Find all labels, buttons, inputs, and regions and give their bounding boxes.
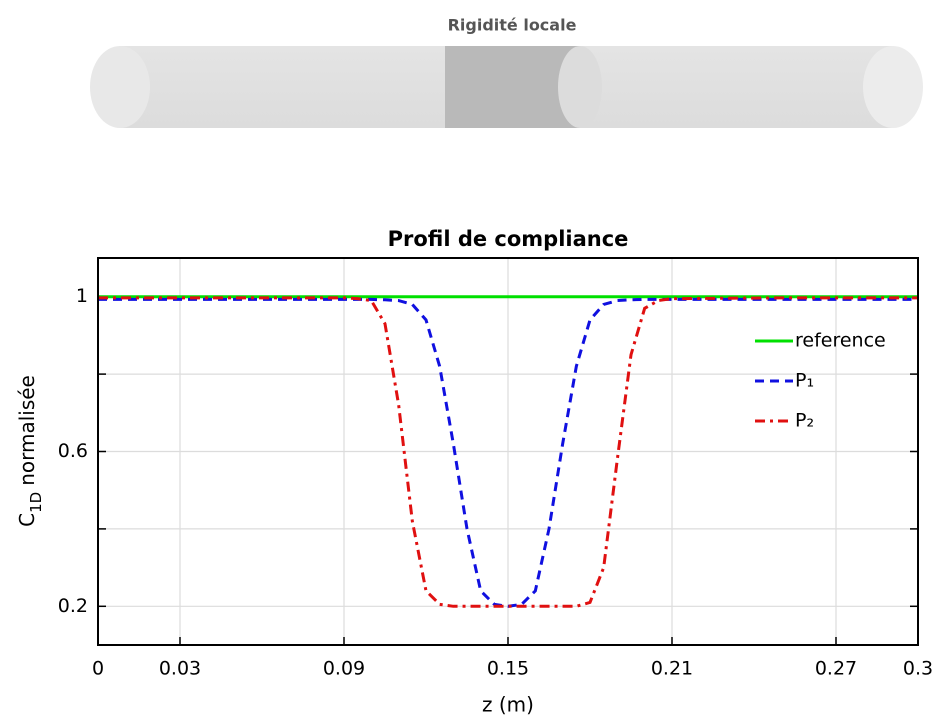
figure-title: Rigidité locale [448,16,577,35]
section-edge [558,46,602,128]
y-axis-label: C1D normalisée [15,375,45,527]
y-tick-label: 0.6 [58,440,88,462]
cylinder-end [90,46,150,128]
y-label-rest: normalisée [15,375,39,486]
x-tick-label: 0.03 [159,658,201,680]
chart-title: Profil de compliance [388,227,629,251]
x-tick-label: 0.3 [903,658,933,680]
y-label-main: C [15,513,39,527]
plot-frame [97,257,919,646]
x-tick-label: 0.27 [815,658,857,680]
series-line [98,296,918,608]
x-axis-label: z (m) [482,693,534,717]
legend-label: P₂ [795,410,814,432]
cylinder-end [863,46,923,128]
stiff-section [445,46,580,128]
x-tick-label: 0.09 [323,658,365,680]
y-tick-label: 0.2 [58,595,88,617]
cylinder [90,46,923,128]
x-tick-label: 0.21 [651,658,693,680]
x-tick-label: 0.15 [487,658,529,680]
x-tick-label: 0 [92,658,104,680]
legend-label: P₁ [795,370,814,392]
plot-area: 0 0.03 0.09 0.15 0.21 0.27 0.3 0.2 0.6 1 reference… [58,257,933,680]
y-label-sub: 1D [27,492,45,513]
series-line [98,297,918,608]
y-tick-label: 1 [76,285,88,307]
legend-label: reference [795,330,886,352]
